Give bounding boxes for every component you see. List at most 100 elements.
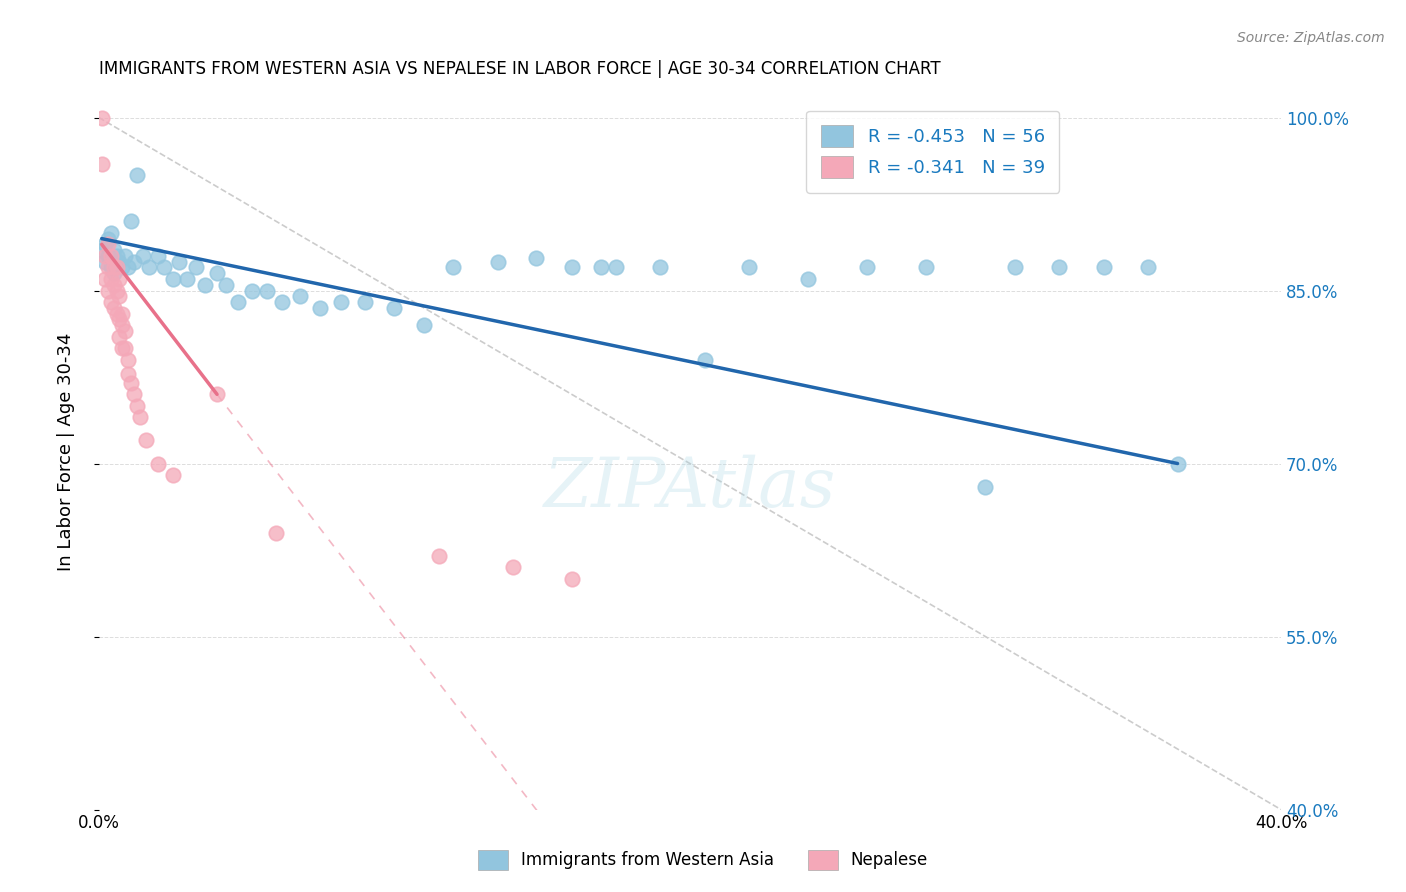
Point [502,560,524,574]
Point [90,111,112,125]
Point [162,272,184,286]
Point [591,260,613,275]
Point [111,307,134,321]
Point [427,549,450,563]
Point [93,237,115,252]
Point [100,226,122,240]
Point [856,260,879,275]
Point [486,254,509,268]
Legend: R = -0.453   N = 56, R = -0.341   N = 39: R = -0.453 N = 56, R = -0.341 N = 39 [806,111,1059,193]
Point [117,352,139,367]
Text: IMMIGRANTS FROM WESTERN ASIA VS NEPALESE IN LABOR FORCE | AGE 30-34 CORRELATION : IMMIGRANTS FROM WESTERN ASIA VS NEPALESE… [98,60,941,78]
Point [108,312,131,326]
Point [176,272,198,286]
Point [103,260,125,275]
Point [97,237,120,252]
Point [108,254,131,268]
Point [1047,260,1070,275]
Point [117,367,139,381]
Point [111,318,134,332]
Point [194,277,217,292]
Point [167,254,190,268]
Point [1136,260,1159,275]
Legend: Immigrants from Western Asia, Nepalese: Immigrants from Western Asia, Nepalese [471,843,935,877]
Point [226,295,249,310]
Point [111,260,134,275]
Point [97,249,120,263]
Point [132,249,155,263]
Point [288,289,311,303]
Point [105,249,128,263]
Point [100,295,122,310]
Point [1092,260,1115,275]
Point [382,301,405,315]
Point [108,329,131,343]
Point [120,214,142,228]
Point [122,254,145,268]
Point [108,272,131,286]
Point [353,295,375,310]
Point [146,249,169,263]
Point [561,572,583,586]
Point [1166,457,1188,471]
Point [693,352,716,367]
Point [264,525,287,540]
Point [93,249,115,263]
Point [127,399,149,413]
Point [103,243,125,257]
Point [205,266,228,280]
Point [90,243,112,257]
Point [135,434,157,448]
Point [117,260,139,275]
Point [205,387,228,401]
Point [108,289,131,303]
Point [97,284,120,298]
Point [97,231,120,245]
Point [186,260,208,275]
Text: ZIPAtlas: ZIPAtlas [544,454,837,521]
Point [242,284,264,298]
Point [1004,260,1026,275]
Point [129,410,152,425]
Point [100,249,122,263]
Y-axis label: In Labor Force | Age 30-34: In Labor Force | Age 30-34 [58,333,75,571]
Point [122,387,145,401]
Point [561,260,583,275]
Point [90,156,112,170]
Point [309,301,332,315]
Point [120,376,142,390]
Point [105,284,128,298]
Point [650,260,672,275]
Point [114,341,136,355]
Point [103,266,125,280]
Point [605,260,627,275]
Point [271,295,294,310]
Point [93,254,115,268]
Point [93,272,115,286]
Point [412,318,434,332]
Point [103,301,125,315]
Point [100,272,122,286]
Point [105,307,128,321]
Point [100,260,122,275]
Point [114,324,136,338]
Point [330,295,353,310]
Point [915,260,938,275]
Point [97,260,120,275]
Point [215,277,238,292]
Point [738,260,761,275]
Point [105,260,128,275]
Point [138,260,160,275]
Text: Source: ZipAtlas.com: Source: ZipAtlas.com [1237,31,1385,45]
Point [146,457,169,471]
Point [127,168,149,182]
Point [256,284,278,298]
Point [162,468,184,483]
Point [524,251,547,265]
Point [443,260,465,275]
Point [114,249,136,263]
Point [103,277,125,292]
Point [153,260,176,275]
Point [974,480,997,494]
Point [797,272,820,286]
